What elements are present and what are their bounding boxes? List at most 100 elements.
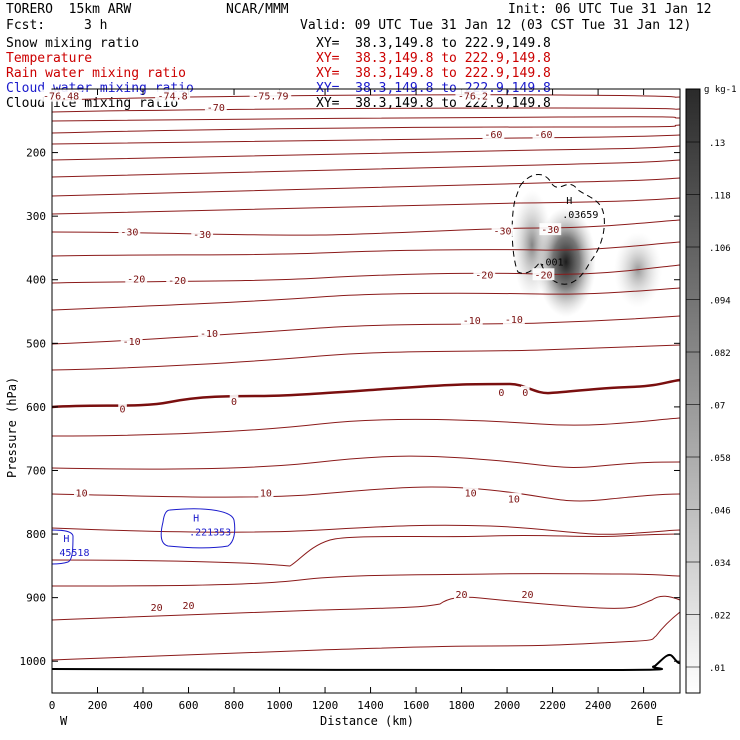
- isotherm: [51, 533, 681, 567]
- temperature-label: -20: [475, 270, 493, 281]
- temperature-label: -30: [120, 228, 138, 239]
- cloud-water-contour-mid: [160, 508, 236, 549]
- colorbar-units: g kg-1: [704, 85, 737, 95]
- y-tick-label: 700: [26, 464, 46, 477]
- x-tick-label: 800: [224, 699, 244, 712]
- temperature-label-bg: [120, 335, 143, 348]
- x-tick-label: 600: [179, 699, 199, 712]
- temperature-label: -75.79: [252, 92, 288, 103]
- x-tick-label: 1400: [357, 699, 384, 712]
- y-tick-label: 400: [26, 274, 46, 287]
- temperature-label-bg: [497, 385, 506, 398]
- isotherm-minus60: [51, 134, 681, 145]
- colorbar-ticks: .13 .118 .106 .094 .082 .07 .058 .046 .034 .022 .0…: [686, 139, 731, 674]
- isotherm: [51, 145, 681, 161]
- temperature-label-bg: [118, 225, 141, 238]
- temperature-label: -30: [193, 230, 211, 241]
- extremum-mark: H: [566, 196, 572, 207]
- y-tick-label: 300: [26, 210, 46, 223]
- org-label: NCAR/MMM: [226, 2, 289, 17]
- isotherm-minus10: [51, 315, 681, 345]
- y-axis-label: Pressure (hPa): [5, 377, 19, 478]
- temperature-label-bg: [473, 268, 496, 281]
- temperature-label: 20: [456, 590, 468, 601]
- temperature-label-bg: [155, 89, 191, 102]
- extremum-value: .001: [539, 257, 563, 268]
- temperature-label: 0: [498, 388, 504, 399]
- colorbar-tick-label: .106: [709, 244, 731, 254]
- temperature-label: -60: [534, 130, 552, 141]
- plot-frame: [51, 88, 681, 694]
- field-rain-xy: XY= 38.3,149.8 to 222.9,149.8: [316, 66, 551, 81]
- temperature-label-bg: [149, 600, 165, 613]
- x-tick-label: 2000: [494, 699, 521, 712]
- temperature-label-bg: [532, 127, 555, 140]
- y-tick-label: 600: [26, 401, 46, 414]
- field-snow-name: Snow mixing ratio: [6, 36, 140, 51]
- colorbar-tick-label: .13: [709, 139, 725, 149]
- temperature-label-bg: [180, 598, 197, 611]
- temperature-label-bg: [460, 314, 483, 327]
- temperature-label-bg: [204, 101, 227, 114]
- isotherm: [51, 611, 681, 661]
- x-tick-label: 0: [49, 699, 56, 712]
- east-end-label: E: [656, 714, 663, 728]
- temperature-label: 20: [182, 601, 194, 612]
- colorbar-tick-label: .082: [709, 349, 731, 359]
- extremum-value: .221353: [189, 528, 231, 539]
- colorbar: [685, 88, 701, 694]
- colorbar-tick-label: .022: [709, 612, 731, 622]
- x-tick-label: 2200: [539, 699, 566, 712]
- x-tick-label: 1000: [266, 699, 293, 712]
- x-tick-label: 2600: [630, 699, 657, 712]
- x-tick-label: 200: [88, 699, 108, 712]
- isotherm: [51, 344, 681, 371]
- temperature-label: -20: [168, 276, 186, 287]
- isotherm: [51, 177, 681, 197]
- y-tick-label: 800: [26, 528, 46, 541]
- forecast-label: Fcst:: [6, 18, 46, 33]
- isotherm-minus30: [51, 219, 681, 236]
- temperature-label: -10: [200, 329, 218, 340]
- x-tick-label: 2400: [585, 699, 612, 712]
- terrain-surface: [51, 654, 681, 671]
- y-tick-label: 900: [26, 592, 46, 605]
- temperature-label-bg: [519, 588, 536, 601]
- temperature-label: 10: [76, 488, 88, 499]
- isotherm: [51, 116, 681, 122]
- isotherm: [51, 197, 681, 215]
- isotherm: [51, 241, 681, 257]
- temperature-labels: -70 -75.79 -76.48 -74.8 -76.2 -60 -60 -30 -30 -30…: [40, 89, 562, 614]
- temperature-label-bg: [229, 394, 239, 407]
- temperature-label: 10: [508, 495, 520, 506]
- forecast-hour: 3 h: [84, 18, 108, 33]
- y-tick-label: 500: [26, 337, 46, 350]
- y-tick-label: 1000: [20, 655, 47, 668]
- extremum-mark: H: [63, 534, 69, 545]
- temperature-label: -20: [534, 270, 552, 281]
- isotherm-zero: [51, 378, 681, 409]
- temperature-label-bg: [40, 89, 82, 102]
- temperature-label-bg: [463, 486, 479, 499]
- temperature-contours: [51, 94, 681, 661]
- temperature-label: 0: [231, 397, 237, 408]
- temperature-label: -70: [207, 103, 225, 114]
- temperature-label-bg: [539, 223, 562, 236]
- field-snow-xy: XY= 38.3,149.8 to 222.9,149.8: [316, 36, 551, 51]
- temperature-label: -10: [505, 315, 523, 326]
- temperature-label-bg: [506, 492, 522, 505]
- temperature-label-bg: [532, 268, 555, 281]
- init-time: Init: 06 UTC Tue 31 Jan 12: [508, 2, 712, 17]
- temperature-label: -10: [463, 316, 481, 327]
- cloud-water-contour-west: [51, 529, 74, 565]
- axes: 0 200 400 600 800 1000 1200 1400 1600 1800 2000 220…: [20, 89, 680, 712]
- temperature-label: -76.2: [458, 92, 488, 103]
- temperature-label: -76.48: [43, 92, 79, 103]
- temperature-label: -10: [123, 337, 141, 348]
- temperature-label-bg: [453, 588, 470, 601]
- temperature-label-bg: [520, 385, 530, 398]
- colorbar-tick-label: .034: [709, 559, 731, 569]
- isotherm: [51, 524, 681, 535]
- west-end-label: W: [60, 714, 68, 728]
- colorbar-tick-label: .058: [709, 454, 731, 464]
